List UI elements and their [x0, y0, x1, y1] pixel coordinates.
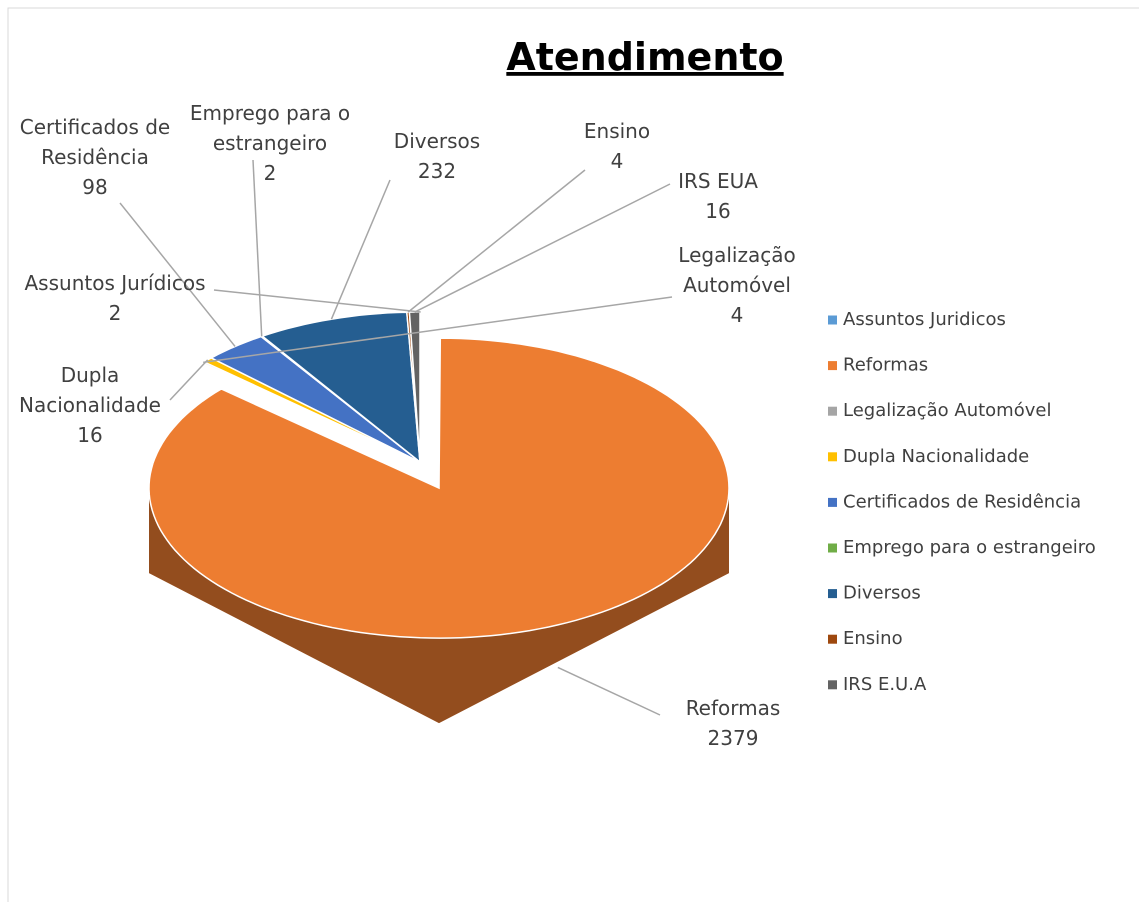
leader-line — [252, 159, 263, 337]
data-label-name: Emprego para o estrangeiro — [189, 101, 351, 155]
data-label-value: 16 — [705, 199, 731, 223]
data-label-name: IRS EUA — [678, 169, 758, 193]
data-label-name: Assuntos Jurídicos — [24, 271, 206, 295]
legend-swatch — [828, 589, 837, 599]
data-label: Reformas 2379 — [673, 693, 793, 753]
chart-border — [7, 7, 1139, 902]
slice — [209, 335, 421, 463]
legend-label: Assuntos Juridicos — [843, 309, 1006, 330]
data-label: IRS EUA 16 — [668, 166, 768, 226]
legend-swatch — [828, 406, 837, 416]
data-label-name: Dupla Nacionalidade — [18, 363, 161, 417]
legend-label: Emprego para o estrangeiro — [843, 537, 1096, 558]
data-label-value: 4 — [610, 149, 624, 173]
data-label-value: 2 — [108, 301, 122, 325]
data-label-value: 2 — [263, 161, 277, 185]
legend-label: Reformas — [843, 355, 928, 376]
data-label-name: Certificados de Residência — [19, 115, 171, 169]
data-label-value: 98 — [82, 175, 108, 199]
leader-line — [169, 359, 209, 401]
data-label-name: Legalização Automóvel — [678, 243, 796, 297]
data-label: Dupla Nacionalidade 16 — [15, 360, 165, 450]
legend-label: Dupla Nacionalidade — [843, 446, 1029, 467]
data-label: Diversos 232 — [377, 126, 497, 186]
legend-swatch — [828, 361, 837, 371]
slice-side-shade — [149, 488, 729, 724]
slice — [260, 311, 421, 464]
legend-label: Legalização Automóvel — [843, 400, 1051, 421]
legend-swatch — [828, 497, 837, 507]
legend-swatch — [828, 680, 837, 690]
data-label-value: 4 — [730, 303, 744, 327]
data-label-name: Reformas — [685, 696, 781, 720]
legend-label: Certificados de Residência — [843, 491, 1081, 512]
legend-swatch — [828, 315, 837, 325]
data-label: Assuntos Jurídicos 2 — [15, 268, 215, 328]
leader-line — [414, 183, 671, 313]
data-label: Emprego para o estrangeiro 2 — [180, 98, 360, 188]
leader-line — [407, 169, 586, 313]
leader-line — [330, 179, 391, 320]
legend-swatch — [828, 543, 837, 553]
data-label-value: 16 — [77, 423, 103, 447]
data-label: Legalização Automóvel 4 — [677, 240, 797, 330]
leader-line — [557, 666, 661, 716]
data-label-value: 232 — [417, 159, 457, 183]
data-label-value: 2379 — [707, 726, 759, 750]
legend-swatch — [828, 452, 837, 462]
legend-label: IRS E.U.A — [843, 674, 927, 695]
data-label: Ensino 4 — [577, 116, 657, 176]
data-label-name: Ensino — [583, 119, 651, 143]
legend-swatch — [828, 634, 837, 644]
slice — [148, 337, 730, 639]
data-label-name: Diversos — [393, 129, 481, 153]
leader-line — [213, 289, 421, 313]
data-label: Certificados de Residência 98 — [15, 112, 175, 202]
legend-label: Diversos — [843, 583, 921, 604]
slice-side — [149, 488, 729, 724]
leader-line — [203, 296, 673, 364]
legend-label: Ensino — [843, 628, 903, 649]
chart-title: Atendimento — [506, 35, 783, 79]
leader-line — [119, 202, 236, 347]
